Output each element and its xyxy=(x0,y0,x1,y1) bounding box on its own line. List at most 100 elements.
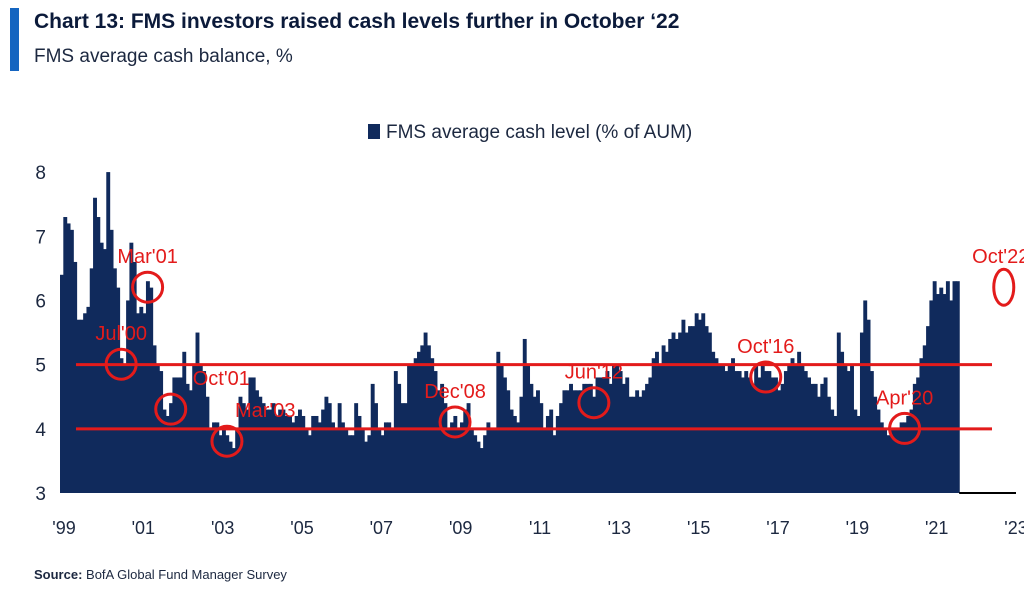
bar xyxy=(102,249,107,493)
bar xyxy=(902,422,907,493)
bar xyxy=(813,383,818,493)
bar xyxy=(93,197,97,493)
bar xyxy=(354,403,359,493)
bar xyxy=(294,415,299,493)
bar xyxy=(645,383,650,493)
annotation-circle xyxy=(154,392,188,426)
bar xyxy=(780,383,785,493)
source-label: Source: xyxy=(34,567,83,582)
bar xyxy=(350,435,355,493)
x-tick-label: '11 xyxy=(529,518,551,538)
bar xyxy=(179,377,183,493)
bar xyxy=(569,383,573,493)
bar xyxy=(678,332,683,493)
bar xyxy=(99,242,104,493)
bar xyxy=(826,396,831,493)
bar xyxy=(704,326,709,493)
bar xyxy=(248,377,253,493)
bar xyxy=(433,371,438,493)
bar xyxy=(539,403,544,493)
bar xyxy=(344,428,349,493)
y-tick-label: 4 xyxy=(35,420,46,441)
bar xyxy=(664,351,669,493)
bar xyxy=(618,371,623,493)
bar xyxy=(899,422,904,493)
annotation-circle xyxy=(888,411,922,445)
bar xyxy=(288,415,292,493)
bar xyxy=(922,345,927,493)
x-tick-label: '01 xyxy=(132,518,155,538)
bar xyxy=(859,332,864,493)
bar xyxy=(251,377,256,493)
bar xyxy=(479,448,484,493)
bar xyxy=(453,415,458,493)
annotation-label: Oct'22 xyxy=(972,246,1024,268)
bar xyxy=(764,371,769,493)
bar xyxy=(869,371,874,493)
bar xyxy=(532,396,537,493)
bar xyxy=(314,415,319,493)
bar xyxy=(919,358,924,493)
bar xyxy=(221,428,226,493)
bar xyxy=(671,332,676,493)
bar xyxy=(142,313,147,493)
bar xyxy=(836,332,841,493)
bar xyxy=(906,415,911,493)
bar xyxy=(182,351,187,493)
bar xyxy=(945,281,950,493)
bar xyxy=(674,338,679,493)
bar xyxy=(175,377,180,493)
bar xyxy=(331,422,335,493)
bar xyxy=(651,358,656,493)
bar xyxy=(334,428,339,493)
bar xyxy=(949,300,954,493)
bar xyxy=(562,390,567,493)
bar xyxy=(205,396,210,493)
annotation-label: Jul'00 xyxy=(95,323,147,345)
bar xyxy=(347,435,352,493)
bar xyxy=(694,313,699,493)
bar xyxy=(578,390,583,493)
bar xyxy=(473,435,478,493)
bar xyxy=(585,383,590,493)
bar xyxy=(853,409,858,493)
annotation-label: Oct'16 xyxy=(737,336,794,358)
bar xyxy=(856,415,861,493)
bar xyxy=(417,351,421,493)
bar xyxy=(60,274,64,493)
bar xyxy=(360,428,365,493)
bar xyxy=(456,428,461,493)
bar xyxy=(575,390,580,493)
bar xyxy=(536,390,540,493)
bar xyxy=(139,306,144,493)
bar xyxy=(476,441,481,493)
bar xyxy=(797,351,802,493)
bar xyxy=(820,383,825,493)
bar xyxy=(810,383,815,493)
y-tick-label: 7 xyxy=(35,227,46,248)
bar xyxy=(807,377,811,493)
bar xyxy=(393,371,398,493)
bar xyxy=(830,409,835,493)
bar xyxy=(298,409,302,493)
axes: 3 4 5 6 7 8 '99 '01 '03 '05 '07 '09 '11 '13 '15 '17 '19 '… xyxy=(35,163,1024,538)
bar xyxy=(79,319,84,493)
bar xyxy=(268,409,273,493)
bar xyxy=(493,428,497,493)
annotation-circle xyxy=(749,360,783,394)
bar xyxy=(258,396,263,493)
bar xyxy=(638,396,643,493)
bar xyxy=(423,332,428,493)
bar xyxy=(281,409,286,493)
annotation-circle xyxy=(210,424,244,458)
bar xyxy=(519,396,524,493)
bar xyxy=(502,377,507,493)
bar xyxy=(734,371,739,493)
bar xyxy=(555,415,560,493)
bar xyxy=(463,409,468,493)
bar xyxy=(459,422,464,493)
bar xyxy=(149,287,154,493)
bar xyxy=(625,377,630,493)
bar xyxy=(321,409,326,493)
bar xyxy=(129,242,134,493)
